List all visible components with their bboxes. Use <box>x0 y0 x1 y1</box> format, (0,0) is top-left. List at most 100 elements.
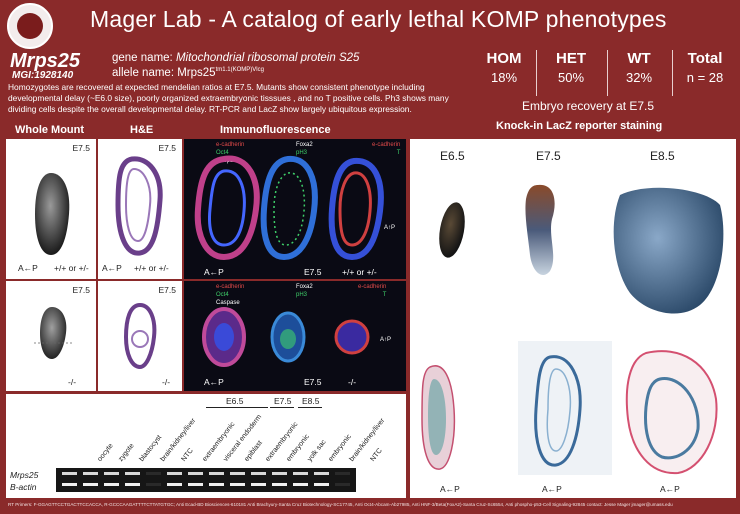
genotype-label: -/- <box>68 377 77 387</box>
stat-wt: WT 32% <box>609 50 669 96</box>
gel-band <box>62 472 77 475</box>
if-header: Immunofluorescence <box>220 124 331 136</box>
gel-band <box>209 483 224 486</box>
stat-header: Total <box>687 50 723 67</box>
gel-lane-label: NTC <box>180 447 195 463</box>
gene-name-label: gene name: <box>112 52 173 64</box>
gel-band <box>209 472 224 475</box>
stat-header: WT <box>627 50 651 67</box>
if-channel: Foxa2 <box>296 142 313 148</box>
gel-lane-label: brain/kidney/liver <box>159 417 198 463</box>
gel-band <box>293 472 308 475</box>
axis-label: A←P <box>102 263 122 273</box>
gel-band <box>293 483 308 486</box>
gel-band <box>230 483 245 486</box>
stat-value: 18% <box>490 70 518 85</box>
stage-label: E7.5 <box>158 285 177 295</box>
he-header: H&E <box>130 124 154 136</box>
if-channel: pH3 <box>296 150 308 156</box>
gel-band <box>335 483 350 486</box>
gel-band <box>251 483 266 486</box>
genotype-label: +/+ or +/- <box>134 263 169 273</box>
stat-hom: HOM 18% <box>474 50 534 96</box>
recovery-caption: Embryo recovery at E7.5 <box>522 99 655 113</box>
gel-lane-label: epiblast <box>243 439 264 463</box>
gel-stage-label: E7.5 <box>274 396 292 406</box>
allele-name-base: Mrps25 <box>177 67 216 79</box>
genotype-label: -/- <box>348 377 357 387</box>
gel-band <box>125 483 140 486</box>
footer-reagents: RT Primers: F-GGAGTTCCTGACTTCCACCA, R-GC… <box>8 502 673 507</box>
gene-name-value: Mitochondrial ribosomal protein S25 <box>175 52 360 64</box>
gene-symbol: Mrps25 <box>10 50 81 72</box>
mgi-id: MGI:1928140 <box>12 70 74 81</box>
recovery-stats-table: HOM 18% HET 50% WT 32% Total n = 28 <box>474 50 736 96</box>
gel-stage-bracket <box>206 407 268 408</box>
if-channel: e-cadherin <box>216 142 245 148</box>
gel-lane-label: NTC <box>369 447 384 463</box>
wt-if-images <box>194 155 384 261</box>
if-channel-legend: e-cadherin T <box>372 141 400 157</box>
gel-band <box>146 472 161 475</box>
stage-label: E7.5 <box>304 267 322 277</box>
if-channel: e-cadherin <box>216 284 245 290</box>
wt-whole-mount-embryo <box>35 173 70 255</box>
if-channel: Oct4 <box>216 150 229 156</box>
wt-whole-mount-panel: E7.5 A←P +/+ or +/- <box>6 139 96 279</box>
lacz-stage-label: E7.5 <box>536 149 561 163</box>
stat-value: 32% <box>625 70 653 85</box>
gel-band <box>272 472 287 475</box>
wt-he-section <box>115 156 163 256</box>
gel-band <box>272 483 287 486</box>
gel-band <box>146 483 161 486</box>
gel-row-label: B-actin <box>10 482 37 492</box>
gel-band <box>188 472 203 475</box>
stat-het: HET 50% <box>538 50 604 96</box>
gel-band <box>251 472 266 475</box>
stage-label: E7.5 <box>72 143 91 153</box>
mut-if-panel: e-cadherin Oct4 Caspase Foxa2 pH3 e-cadh… <box>184 281 406 391</box>
stat-header: HET <box>556 50 586 67</box>
stat-value: 50% <box>557 70 585 85</box>
genotype-label: -/- <box>162 377 171 387</box>
genotype-label: +/+ or +/- <box>54 263 89 273</box>
stage-label: E7.5 <box>304 377 322 387</box>
gel-lane-label: oocyte <box>96 442 115 463</box>
if-channel: pH3 <box>296 292 308 298</box>
stat-header: HOM <box>486 50 522 67</box>
gel-band <box>335 472 350 475</box>
if-channel: Caspase <box>216 300 240 306</box>
gel-band <box>125 472 140 475</box>
gel-lane-label: zygote <box>117 442 136 463</box>
wt-he-panel: E7.5 A←P +/+ or +/- <box>98 139 182 279</box>
gel-band <box>104 483 119 486</box>
if-channel: e-cadherin <box>358 284 387 290</box>
gel-band <box>188 483 203 486</box>
gel-band <box>314 472 329 475</box>
page-title: Mager Lab - A catalog of early lethal KO… <box>90 6 667 32</box>
lacz-section-title: Knock-in LacZ reporter staining <box>496 120 663 132</box>
axis-label: A←P <box>18 263 38 273</box>
rt-pcr-gel-panel: E6.5 E7.5 E8.5 oocyte zygote blastocyst bra… <box>6 394 406 498</box>
stat-value: n = 28 <box>686 70 724 85</box>
lacz-stage-label: E8.5 <box>650 149 675 163</box>
gel-band <box>62 483 77 486</box>
gel-band <box>314 483 329 486</box>
gel-band <box>83 472 98 475</box>
axis-label: A←P <box>660 484 680 494</box>
if-channel: e-cadherin <box>372 142 401 148</box>
gel-band <box>230 472 245 475</box>
gel-row-label: Mrps25 <box>10 470 39 480</box>
if-channel: T <box>382 292 387 298</box>
if-channel-legend: Foxa2 pH3 <box>296 141 313 157</box>
gel-stage-bracket <box>270 407 294 408</box>
genotype-label: +/+ or +/- <box>342 267 377 277</box>
lacz-section-images <box>421 341 718 475</box>
gel-band <box>167 483 182 486</box>
gel-band <box>104 472 119 475</box>
allele-name-label: allele name: <box>112 67 175 79</box>
if-channel-legend: e-cadherin T <box>358 283 386 299</box>
gene-name: gene name: Mitochondrial ribosomal prote… <box>112 52 359 64</box>
mut-if-images <box>202 307 370 367</box>
stage-label: E7.5 <box>72 285 91 295</box>
